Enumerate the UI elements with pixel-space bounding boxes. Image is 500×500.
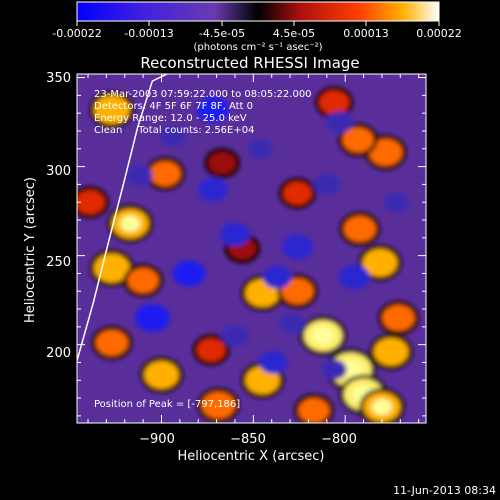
colorbar-tick-label: -0.00022	[52, 27, 101, 40]
heatmap-blob-positive	[368, 138, 403, 166]
annotation-block: 23-Mar-2003 07:59:22.000 to 08:05:22.000…	[94, 89, 312, 410]
heatmap-blob-positive	[93, 95, 130, 125]
x-axis-label: Heliocentric X (arcsec)	[178, 449, 325, 464]
heatmap-blob-negative	[126, 164, 153, 187]
heatmap-blobs	[77, 86, 419, 423]
y-tick-label: 200	[46, 346, 71, 361]
heatmap-blob-negative	[221, 324, 249, 347]
heatmap-blob-positive	[77, 190, 105, 215]
heatmap-blob-negative	[259, 350, 288, 374]
heatmap-blob-negative	[278, 312, 306, 334]
colorbar-gradient	[76, 1, 440, 22]
heatmap-blob-negative	[196, 96, 230, 123]
heatmap-blob-negative	[313, 173, 341, 196]
y-tick-label: 250	[46, 255, 71, 270]
colorbar-unit-label: (photons cm⁻² s⁻¹ asec⁻²)	[193, 42, 322, 53]
annotation-energy-range: Energy Range: 12.0 - 25.0 keV	[94, 113, 247, 124]
heatmap-blob-core	[312, 327, 334, 345]
heatmap-blob-positive	[281, 278, 314, 305]
colorbar-ticks	[76, 21, 440, 26]
heatmap-blob-positive	[201, 391, 236, 419]
heatmap-blob-positive	[283, 181, 312, 205]
annotation-peak-position: Position of Peak = [-797,186]	[94, 399, 240, 410]
heatmap-blob-negative	[338, 264, 370, 290]
heatmap-blob-negative	[262, 265, 292, 289]
heatmap-blob-negative	[384, 192, 410, 213]
heatmap-blob-positive	[208, 151, 236, 175]
heatmap-blob-negative	[325, 111, 354, 134]
heatmap-blob-negative	[172, 260, 206, 287]
colorbar: -0.00022 -0.00013 -4.5e-05 4.5e-05 0.000…	[52, 1, 462, 53]
heatmap-blob-positive	[373, 337, 409, 366]
x-tick-label: −850	[230, 432, 266, 447]
annotation-time-range: 23-Mar-2003 07:59:22.000 to 08:05:22.000	[94, 89, 312, 100]
heatmap-blob-positive	[298, 398, 330, 423]
y-tick-label: 350	[46, 71, 71, 86]
heatmap-blob-positive	[319, 90, 350, 115]
heatmap-blob-positive	[382, 304, 415, 331]
colorbar-tick-label: 4.5e-05	[273, 27, 315, 40]
colorbar-tick-label: -0.00013	[124, 27, 173, 40]
y-axis-label: Heliocentric Y (arcsec)	[23, 177, 38, 323]
heatmap-blob-negative	[159, 125, 186, 147]
heatmap-area	[77, 74, 426, 423]
y-axis-ticks	[77, 77, 426, 417]
heatmap-blob-core	[120, 215, 141, 232]
heatmap-blob-positive	[196, 338, 226, 362]
heatmap-blob-negative	[219, 222, 250, 247]
x-tick-label: −900	[139, 432, 175, 447]
heatmap-blob-positive	[93, 253, 130, 283]
heatmap-blob-positive	[95, 329, 129, 356]
solar-limb-curve	[77, 74, 168, 361]
heatmap-blob-positive	[343, 215, 377, 242]
heatmap-blob-positive	[144, 361, 179, 389]
annotation-clean-counts: Clean Total counts: 2.56E+04	[94, 125, 254, 136]
heatmap-blob-positive	[149, 161, 181, 187]
annotation-detectors: Detectors: 4F 5F 6F 7F 8F, Att 0	[94, 101, 253, 112]
chart-title: Reconstructed RHESSI Image	[140, 54, 359, 72]
x-axis-ticks	[87, 74, 420, 423]
y-tick-label: 300	[46, 164, 71, 179]
heatmap-blob-negative	[197, 177, 228, 202]
heatmap-blob-negative	[321, 359, 347, 380]
colorbar-tick-label: 0.00013	[343, 27, 389, 40]
x-tick-label: −800	[321, 432, 357, 447]
heatmap-blob-negative	[248, 138, 274, 159]
heatmap-blob-core	[371, 398, 393, 416]
heatmap-blob-positive	[362, 248, 398, 277]
footer-date: 11-Jun-2013 08:34	[393, 484, 496, 497]
heatmap-blob-negative	[134, 304, 170, 332]
colorbar-tick-label: 0.00022	[416, 27, 462, 40]
colorbar-tick-label: -4.5e-05	[199, 27, 245, 40]
heatmap-blob-negative	[281, 234, 314, 260]
heatmap-blob-positive	[342, 127, 374, 153]
heatmap-blob-positive	[127, 268, 159, 294]
plot-frame	[76, 73, 427, 424]
